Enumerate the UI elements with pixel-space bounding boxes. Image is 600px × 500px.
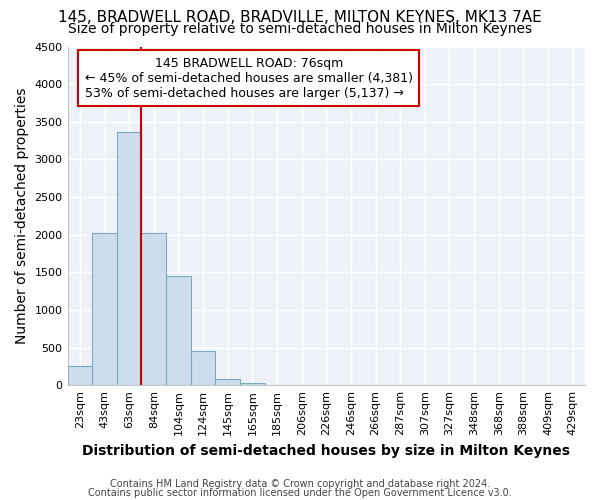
Bar	[215, 379, 240, 385]
X-axis label: Distribution of semi-detached houses by size in Milton Keynes: Distribution of semi-detached houses by …	[82, 444, 570, 458]
Bar	[92, 233, 117, 385]
Text: Contains public sector information licensed under the Open Government Licence v3: Contains public sector information licen…	[88, 488, 512, 498]
Text: 145, BRADWELL ROAD, BRADVILLE, MILTON KEYNES, MK13 7AE: 145, BRADWELL ROAD, BRADVILLE, MILTON KE…	[58, 10, 542, 25]
Text: 145 BRADWELL ROAD: 76sqm  
← 45% of semi-detached houses are smaller (4,381)
53%: 145 BRADWELL ROAD: 76sqm ← 45% of semi-d…	[85, 56, 413, 100]
Bar	[191, 350, 215, 385]
Bar	[240, 383, 265, 385]
Text: Contains HM Land Registry data © Crown copyright and database right 2024.: Contains HM Land Registry data © Crown c…	[110, 479, 490, 489]
Text: Size of property relative to semi-detached houses in Milton Keynes: Size of property relative to semi-detach…	[68, 22, 532, 36]
Y-axis label: Number of semi-detached properties: Number of semi-detached properties	[15, 88, 29, 344]
Bar	[117, 132, 142, 385]
Bar	[166, 276, 191, 385]
Bar	[68, 366, 92, 385]
Bar	[142, 233, 166, 385]
